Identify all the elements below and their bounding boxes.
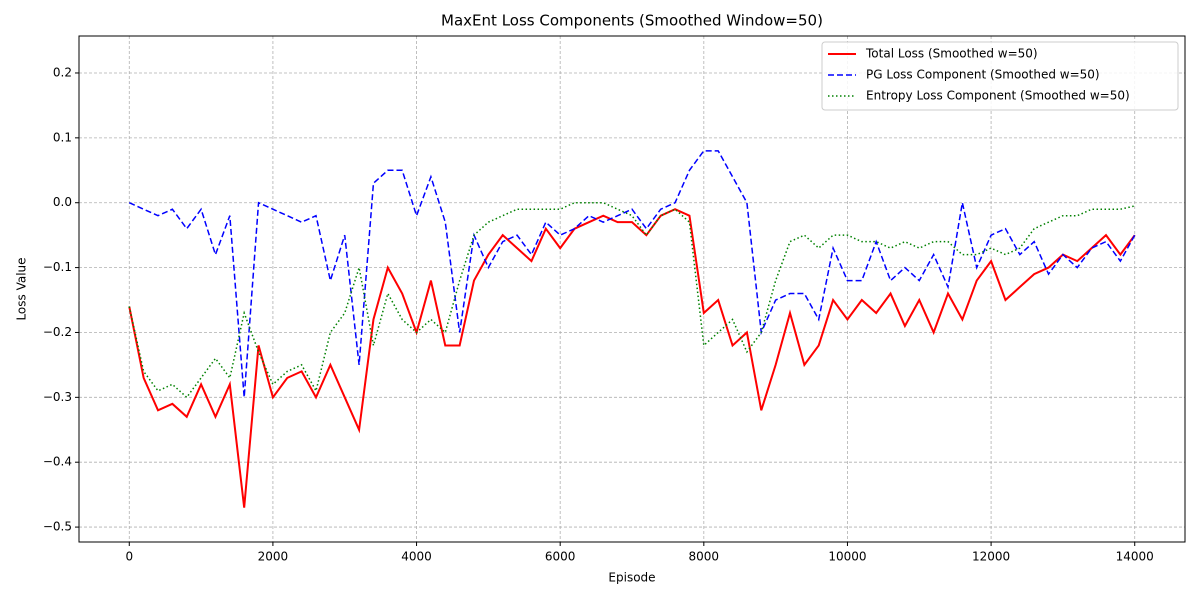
- legend-label: Entropy Loss Component (Smoothed w=50): [866, 89, 1130, 103]
- x-tick-label: 12000: [972, 550, 1010, 564]
- legend: Total Loss (Smoothed w=50) PG Loss Compon…: [821, 41, 1179, 111]
- line-series: [128, 150, 1136, 398]
- y-tick-label: 0.2: [53, 65, 72, 79]
- y-tick-label: −0.5: [43, 520, 72, 534]
- y-tick-label: −0.1: [43, 260, 72, 274]
- y-tick-label: −0.2: [43, 325, 72, 339]
- y-tick-label: 0.1: [53, 130, 72, 144]
- line-series: [128, 208, 1136, 508]
- x-tick-label: 10000: [828, 550, 866, 564]
- x-tick-label: 0: [125, 550, 133, 564]
- chart-title: MaxEnt Loss Components (Smoothed Window=…: [441, 12, 823, 30]
- legend-label: PG Loss Component (Smoothed w=50): [866, 68, 1100, 82]
- x-tick-label: 6000: [545, 550, 576, 564]
- y-tick-label: −0.3: [43, 390, 72, 404]
- x-tick-label: 2000: [258, 550, 289, 564]
- legend-label: Total Loss (Smoothed w=50): [865, 47, 1038, 61]
- line-series: [128, 201, 1135, 399]
- x-axis-label: Episode: [608, 571, 655, 585]
- x-tick-label: 14000: [1116, 550, 1154, 564]
- y-axis-label: Loss Value: [15, 257, 29, 320]
- plot-frame: [78, 35, 1186, 543]
- x-tick-label: 4000: [401, 550, 432, 564]
- x-tick-label: 8000: [689, 550, 720, 564]
- y-tick-label: 0.0: [53, 195, 72, 209]
- y-tick-label: −0.4: [43, 455, 72, 469]
- legend-box: [821, 41, 1179, 111]
